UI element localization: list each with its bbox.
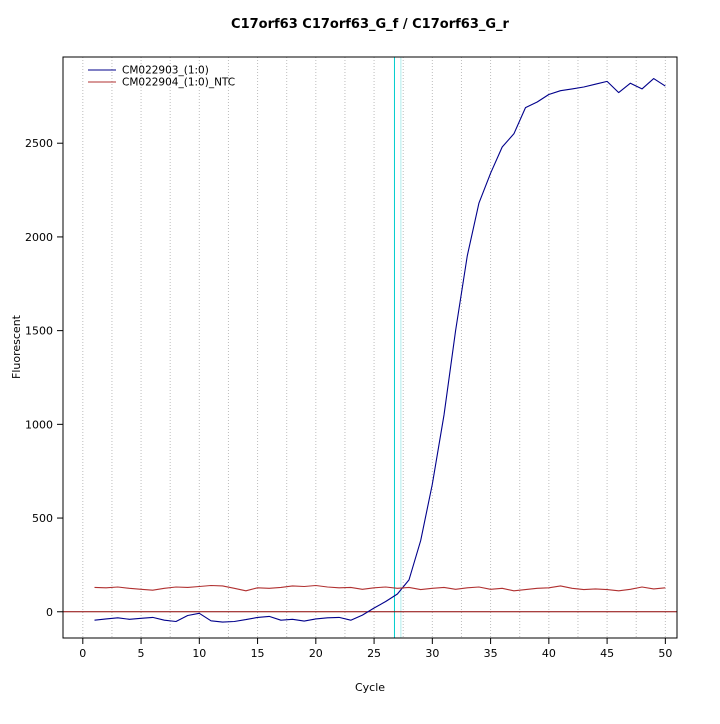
x-tick-label: 50 xyxy=(658,647,672,660)
x-tick-label: 45 xyxy=(600,647,614,660)
x-tick-label: 0 xyxy=(79,647,86,660)
chart-title: C17orf63 C17orf63_G_f / C17orf63_G_r xyxy=(231,17,509,32)
y-tick-label: 1500 xyxy=(25,325,53,338)
series-line-0 xyxy=(94,78,666,623)
y-tick-label: 0 xyxy=(46,606,53,619)
y-tick-label: 2000 xyxy=(25,231,53,244)
x-tick-label: 35 xyxy=(484,647,498,660)
y-axis-label: Fluorescent xyxy=(10,314,23,379)
legend-group: CM022903_(1:0)CM022904_(1:0)_NTC xyxy=(88,65,235,89)
x-tick-label: 40 xyxy=(542,647,556,660)
x-tick-label: 15 xyxy=(251,647,265,660)
x-tick-label: 20 xyxy=(309,647,323,660)
x-tick-label: 5 xyxy=(138,647,145,660)
y-tick-label: 500 xyxy=(32,512,53,525)
x-tick-label: 10 xyxy=(192,647,206,660)
x-tick-label: 25 xyxy=(367,647,381,660)
series-group xyxy=(94,78,666,623)
legend-label-0: CM022903_(1:0) xyxy=(122,65,209,77)
plot-border xyxy=(62,56,678,639)
series-line-1 xyxy=(94,584,666,592)
x-tick-label: 30 xyxy=(425,647,439,660)
y-tick-label: 1000 xyxy=(25,418,53,431)
x-axis-label: Cycle xyxy=(355,681,385,694)
gridlines-group xyxy=(82,57,666,638)
reference-lines-group xyxy=(63,57,677,638)
y-tick-label: 2500 xyxy=(25,137,53,150)
legend-label-1: CM022904_(1:0)_NTC xyxy=(122,77,235,89)
